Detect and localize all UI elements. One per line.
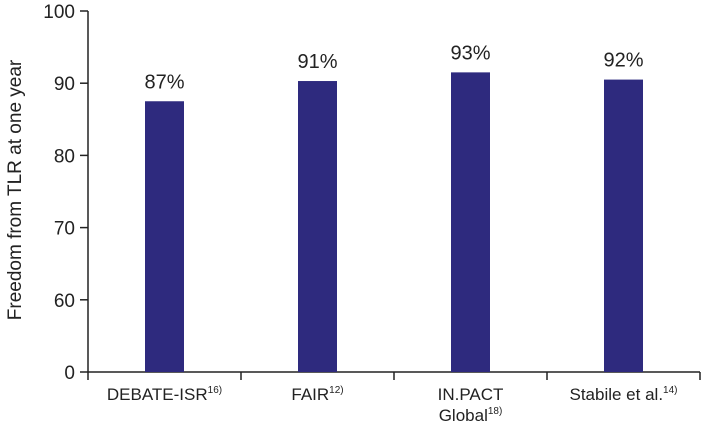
- x-tick-label: DEBATE-ISR16): [107, 385, 222, 404]
- data-label: 92%: [603, 50, 643, 72]
- y-axis-title: Freedom from TLR at one year: [5, 59, 26, 320]
- bar: [604, 79, 643, 372]
- bar: [298, 81, 337, 372]
- x-tick-label: Global18): [439, 406, 503, 425]
- x-tick-label: IN.PACT: [438, 385, 504, 404]
- bar: [451, 72, 490, 373]
- plot-area: 0 60 70 80 90 100 87% DEBATE-ISR16) 91% FAIR12) 93…: [43, 2, 701, 425]
- y-tick-label: 70: [54, 219, 75, 240]
- x-tick-label: Stabile et al.14): [569, 385, 677, 404]
- bar: [145, 101, 184, 372]
- data-label: 91%: [297, 51, 337, 73]
- y-tick-label: 80: [54, 146, 75, 167]
- y-tick-label: 0: [64, 363, 75, 384]
- data-label: 87%: [144, 71, 184, 93]
- y-tick-label: 60: [54, 291, 75, 312]
- x-tick-label: FAIR12): [291, 385, 343, 404]
- y-tick-label: 90: [54, 74, 75, 95]
- data-label: 93%: [450, 42, 490, 64]
- y-tick-label: 100: [43, 2, 75, 23]
